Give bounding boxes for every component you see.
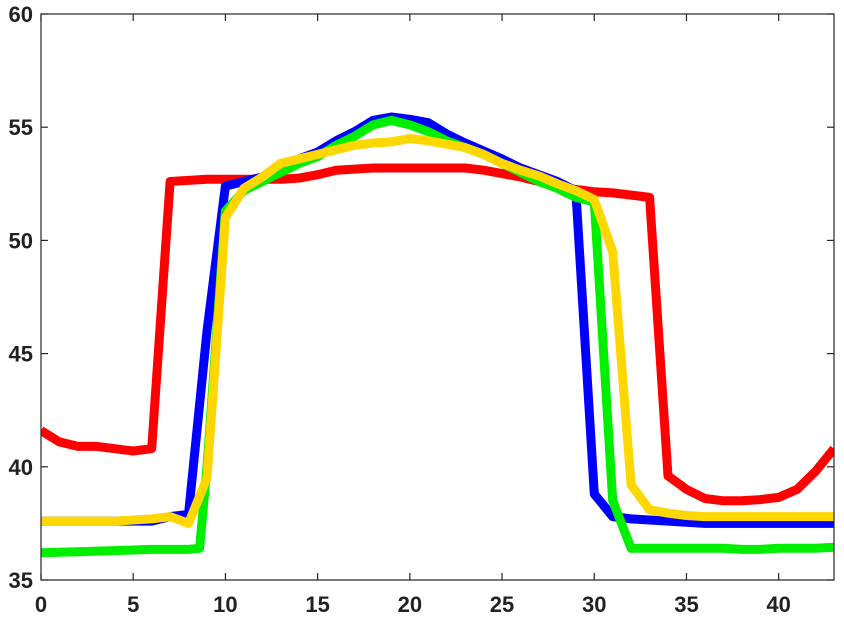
x-tick-label: 15 <box>305 592 329 617</box>
y-tick-label: 35 <box>9 568 33 593</box>
x-tick-label: 40 <box>766 592 790 617</box>
y-tick-label: 45 <box>9 342 33 367</box>
series-line-4 <box>41 134 834 528</box>
x-tick-label: 0 <box>35 592 47 617</box>
y-tick-label: 40 <box>9 455 33 480</box>
x-tick-label: 30 <box>582 592 606 617</box>
y-tick-label: 60 <box>9 2 33 27</box>
x-tick-label: 20 <box>398 592 422 617</box>
tick-layer: 0 5 10 15 20 25 30 35 40 35 40 45 50 55 60 <box>9 2 834 617</box>
x-tick-label: 35 <box>674 592 698 617</box>
x-tick-label: 25 <box>490 592 514 617</box>
series-line-1 <box>41 163 834 506</box>
plot-area-frame <box>40 13 835 581</box>
x-tick-label: 10 <box>213 592 237 617</box>
series-layer <box>41 112 834 558</box>
y-tick-label: 50 <box>9 228 33 253</box>
y-tick-label: 55 <box>9 115 33 140</box>
x-tick-label: 5 <box>127 592 139 617</box>
